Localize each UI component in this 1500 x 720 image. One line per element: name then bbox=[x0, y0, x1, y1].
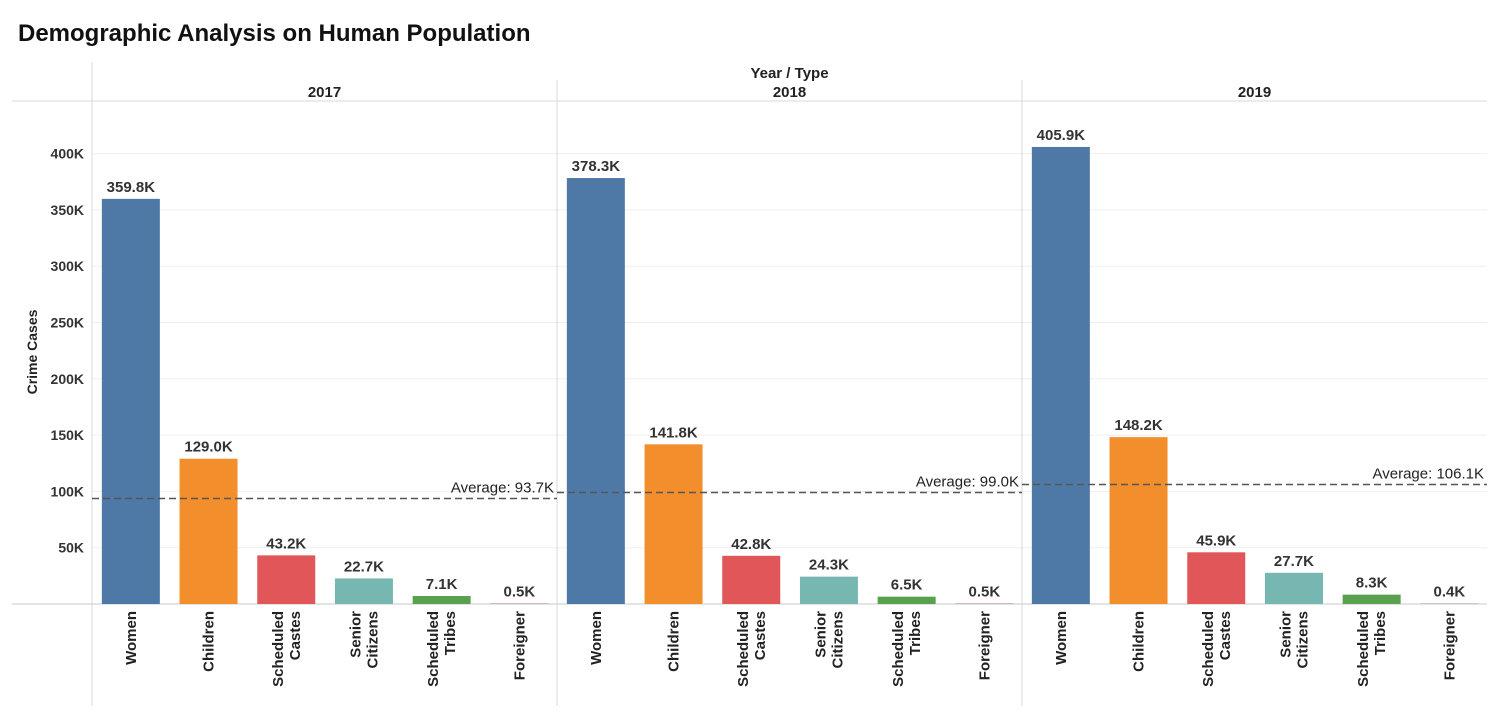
x-category-label: Women bbox=[123, 611, 140, 665]
bar[interactable] bbox=[1342, 594, 1401, 604]
y-tick-label: 100K bbox=[51, 483, 84, 499]
x-category-label: Children bbox=[1131, 611, 1148, 672]
bar-value-label: 148.2K bbox=[1114, 417, 1163, 434]
x-category-label: Citizens bbox=[829, 611, 846, 669]
bar[interactable] bbox=[799, 576, 858, 604]
y-tick-label: 400K bbox=[51, 146, 84, 162]
bar-value-label: 22.7K bbox=[344, 558, 384, 575]
x-category-label: Senior bbox=[347, 611, 364, 658]
panel-year-label: 2019 bbox=[1238, 84, 1271, 101]
average-label: Average: 99.0K bbox=[916, 474, 1019, 491]
x-category-label: Foreigner bbox=[976, 611, 993, 680]
x-category-label: Scheduled bbox=[890, 611, 907, 687]
bar[interactable] bbox=[490, 603, 549, 604]
x-category-label: Women bbox=[1053, 611, 1070, 665]
chart-title: Demographic Analysis on Human Population bbox=[18, 20, 531, 47]
bar-value-label: 42.8K bbox=[731, 536, 771, 553]
average-label: Average: 106.1K bbox=[1373, 466, 1484, 483]
bar[interactable] bbox=[1109, 437, 1168, 604]
bar[interactable] bbox=[566, 178, 625, 605]
x-category-label: Castes bbox=[752, 611, 769, 660]
bar-value-label: 129.0K bbox=[184, 439, 233, 456]
bar[interactable] bbox=[412, 596, 471, 604]
x-category-label: Tribes bbox=[907, 611, 924, 655]
bar-value-label: 43.2K bbox=[266, 535, 306, 552]
x-category-label: Scheduled bbox=[735, 611, 752, 687]
panel-year-label: 2018 bbox=[773, 84, 806, 101]
bar[interactable] bbox=[1420, 603, 1479, 605]
bar[interactable] bbox=[101, 198, 160, 604]
y-tick-label: 150K bbox=[51, 427, 84, 443]
x-category-label: Tribes bbox=[1372, 611, 1389, 655]
x-category-label: Citizens bbox=[1294, 611, 1311, 669]
average-label: Average: 93.7K bbox=[451, 479, 554, 496]
x-category-label: Children bbox=[666, 611, 683, 672]
bar-value-label: 359.8K bbox=[107, 179, 156, 196]
bar-value-label: 7.1K bbox=[426, 576, 458, 593]
x-category-label: Women bbox=[588, 611, 605, 665]
x-category-label: Tribes bbox=[442, 611, 459, 655]
y-tick-label: 50K bbox=[58, 540, 84, 556]
bar[interactable] bbox=[1031, 146, 1090, 604]
bar[interactable] bbox=[257, 555, 316, 604]
bar[interactable] bbox=[722, 555, 781, 604]
bar-value-label: 0.4K bbox=[1434, 584, 1466, 601]
y-tick-label: 350K bbox=[51, 202, 84, 218]
bar[interactable] bbox=[1264, 572, 1323, 604]
bar[interactable] bbox=[877, 596, 936, 604]
x-category-label: Castes bbox=[1217, 611, 1234, 660]
x-category-label: Scheduled bbox=[270, 611, 287, 687]
panel-year-label: 2017 bbox=[308, 84, 341, 101]
bar-value-label: 24.3K bbox=[809, 557, 849, 574]
bar-value-label: 8.3K bbox=[1356, 575, 1388, 592]
column-header-title: Year / Type bbox=[750, 65, 828, 82]
bar[interactable] bbox=[955, 603, 1014, 604]
bar[interactable] bbox=[644, 444, 703, 604]
bar-value-label: 0.5K bbox=[969, 583, 1001, 600]
y-tick-label: 300K bbox=[51, 258, 84, 274]
bar-value-label: 27.7K bbox=[1274, 553, 1314, 570]
x-category-label: Scheduled bbox=[1355, 611, 1372, 687]
bar-value-label: 141.8K bbox=[649, 424, 698, 441]
bar[interactable] bbox=[1187, 552, 1246, 604]
x-category-label: Scheduled bbox=[1200, 611, 1217, 687]
bar-value-label: 6.5K bbox=[891, 577, 923, 594]
y-tick-label: 200K bbox=[51, 371, 84, 387]
x-category-label: Scheduled bbox=[425, 611, 442, 687]
x-category-label: Castes bbox=[287, 611, 304, 660]
bar[interactable] bbox=[179, 458, 238, 604]
bar-value-label: 405.9K bbox=[1037, 127, 1086, 144]
bar-value-label: 378.3K bbox=[572, 158, 621, 175]
x-category-label: Senior bbox=[812, 611, 829, 658]
x-category-label: Foreigner bbox=[1441, 611, 1458, 680]
x-category-label: Children bbox=[201, 611, 218, 672]
bar-value-label: 0.5K bbox=[504, 583, 536, 600]
y-axis-title: Crime Cases bbox=[24, 309, 40, 394]
x-category-label: Citizens bbox=[364, 611, 381, 669]
x-category-label: Senior bbox=[1277, 611, 1294, 658]
bar-value-label: 45.9K bbox=[1196, 532, 1236, 549]
bar[interactable] bbox=[334, 578, 393, 604]
x-category-label: Foreigner bbox=[511, 611, 528, 680]
y-tick-label: 250K bbox=[51, 315, 84, 331]
